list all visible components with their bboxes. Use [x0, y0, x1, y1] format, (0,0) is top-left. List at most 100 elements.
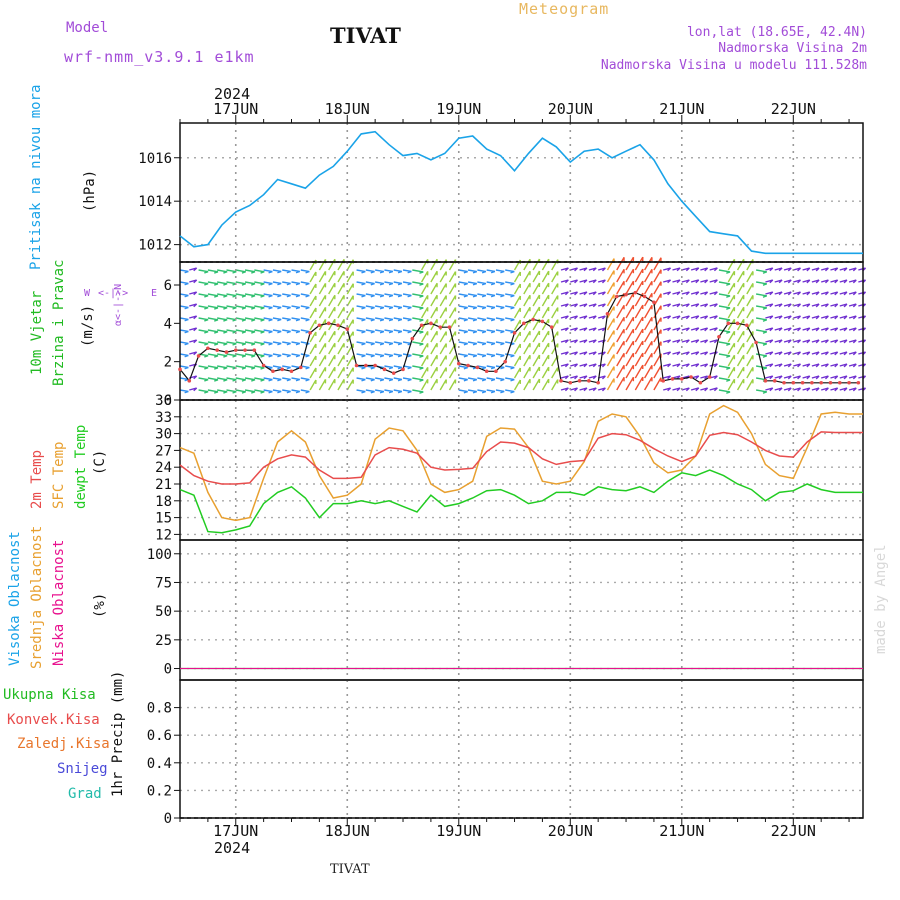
wind-arrow — [328, 258, 336, 271]
wind-arrow-head — [463, 330, 468, 334]
wind-arrow — [346, 295, 354, 307]
wind-arrow — [523, 354, 531, 367]
wind-arrow-head — [214, 283, 219, 286]
wind-speed-point — [317, 323, 322, 328]
wind-arrow — [337, 319, 345, 331]
wind-speed-point — [206, 346, 210, 351]
wind-arrow-head — [379, 306, 385, 310]
wind-arrow-head — [806, 303, 811, 308]
wind-arrow-head — [251, 295, 256, 298]
wind-arrow-head — [481, 342, 487, 346]
wind-arrow-head — [407, 294, 412, 298]
wind-arrow — [263, 281, 273, 285]
wind-arrow-head — [824, 363, 829, 368]
wind-speed-point — [447, 325, 452, 329]
wind-arrow-head — [214, 271, 219, 274]
wind-arrow — [217, 281, 228, 285]
wind-arrow-head — [834, 291, 839, 296]
wind-arrow — [616, 280, 625, 295]
wind-arrow-head — [852, 351, 857, 356]
wind-arrow — [616, 340, 625, 355]
wind-arrow-head — [713, 327, 718, 332]
wind-arrow-head — [583, 315, 588, 320]
wind-arrow-head — [193, 351, 198, 356]
wind-arrow-head — [223, 331, 228, 334]
wind-arrow — [337, 307, 345, 319]
day-label-bottom: 19JUN — [436, 822, 481, 840]
wind-arrow — [634, 328, 644, 343]
wind-speed-point — [568, 380, 573, 385]
wind-arrow-head — [778, 375, 783, 380]
wind-arrow-head — [277, 342, 282, 346]
wind-arrow-head — [472, 282, 478, 286]
wind-arrow — [736, 354, 745, 367]
wind-arrow-head — [184, 354, 189, 358]
wind-arrow — [412, 317, 424, 321]
wind-arrow — [420, 271, 429, 283]
wind-arrow — [606, 366, 615, 379]
wind-arrow — [198, 281, 209, 285]
wind-arrow-head — [769, 375, 774, 380]
wind-arrow-head — [834, 375, 839, 380]
wind-arrow — [346, 283, 354, 295]
wind-arrow — [254, 305, 265, 309]
wind-arrow-head — [834, 387, 839, 392]
wind-arrow-head — [379, 318, 385, 322]
wind-arrow-head — [295, 390, 301, 394]
wind-speed-point — [763, 379, 768, 383]
wind-arrow — [458, 269, 468, 273]
wind-arrow-head — [500, 366, 505, 370]
wind-arrow-head — [713, 267, 718, 272]
wind-arrow-head — [685, 339, 690, 344]
wind-arrow — [430, 294, 438, 307]
wind-arrow — [198, 293, 209, 297]
wind-arrow-head — [704, 315, 709, 320]
wind-arrow — [653, 365, 662, 379]
wind-arrow-head — [685, 267, 690, 272]
wind-arrow — [448, 367, 457, 379]
wind-arrow-head — [268, 378, 273, 382]
wind-arrow — [625, 280, 635, 295]
wind-arrow-head — [564, 351, 569, 356]
wind-arrow-head — [241, 367, 246, 370]
wind-arrow — [337, 271, 345, 283]
wind-arrows — [179, 256, 867, 394]
wind-arrow-head — [204, 391, 209, 394]
wind-arrow — [625, 316, 635, 331]
wind-arrow-head — [852, 363, 857, 368]
wind-arrow — [412, 377, 424, 381]
wind-arrow-head — [490, 390, 496, 394]
wind-arrow — [309, 367, 317, 379]
wind-arrow — [207, 293, 219, 297]
day-label-bottom: 21JUN — [659, 822, 704, 840]
wind-arrow — [365, 317, 375, 321]
wind-arrow-head — [843, 291, 848, 296]
wind-arrow-head — [214, 343, 219, 346]
y-tick-label: 27 — [155, 443, 172, 459]
wind-arrow-head — [815, 303, 820, 308]
wind-arrow — [217, 353, 228, 357]
wind-arrow — [356, 269, 366, 273]
model-elevation-label: Nadmorska Visina u modelu 111.528m — [600, 58, 867, 73]
wind-speed-point — [354, 363, 359, 368]
wind-arrow — [309, 343, 317, 355]
wind-speed-point — [419, 323, 424, 328]
wind-arrow-head — [407, 390, 412, 394]
wind-arrow — [375, 317, 385, 321]
wind-arrow-head — [726, 355, 731, 358]
wind-arrow-head — [490, 330, 496, 334]
wind-arrow — [217, 305, 228, 309]
wind-arrow — [375, 377, 385, 381]
wind-arrow-head — [601, 387, 606, 392]
wind-arrow-head — [472, 354, 478, 358]
wind-arrow — [412, 305, 424, 309]
wind-arrow-head — [286, 378, 291, 382]
wind-arrow-head — [704, 351, 709, 356]
wind-arrow — [756, 389, 767, 393]
wind-arrow — [217, 365, 228, 369]
wind-arrow-head — [260, 331, 265, 334]
wind-arrow-head — [834, 303, 839, 308]
wind-arrow-head — [500, 282, 505, 286]
wind-arrow — [467, 329, 477, 333]
wind-arrow-head — [361, 342, 366, 346]
